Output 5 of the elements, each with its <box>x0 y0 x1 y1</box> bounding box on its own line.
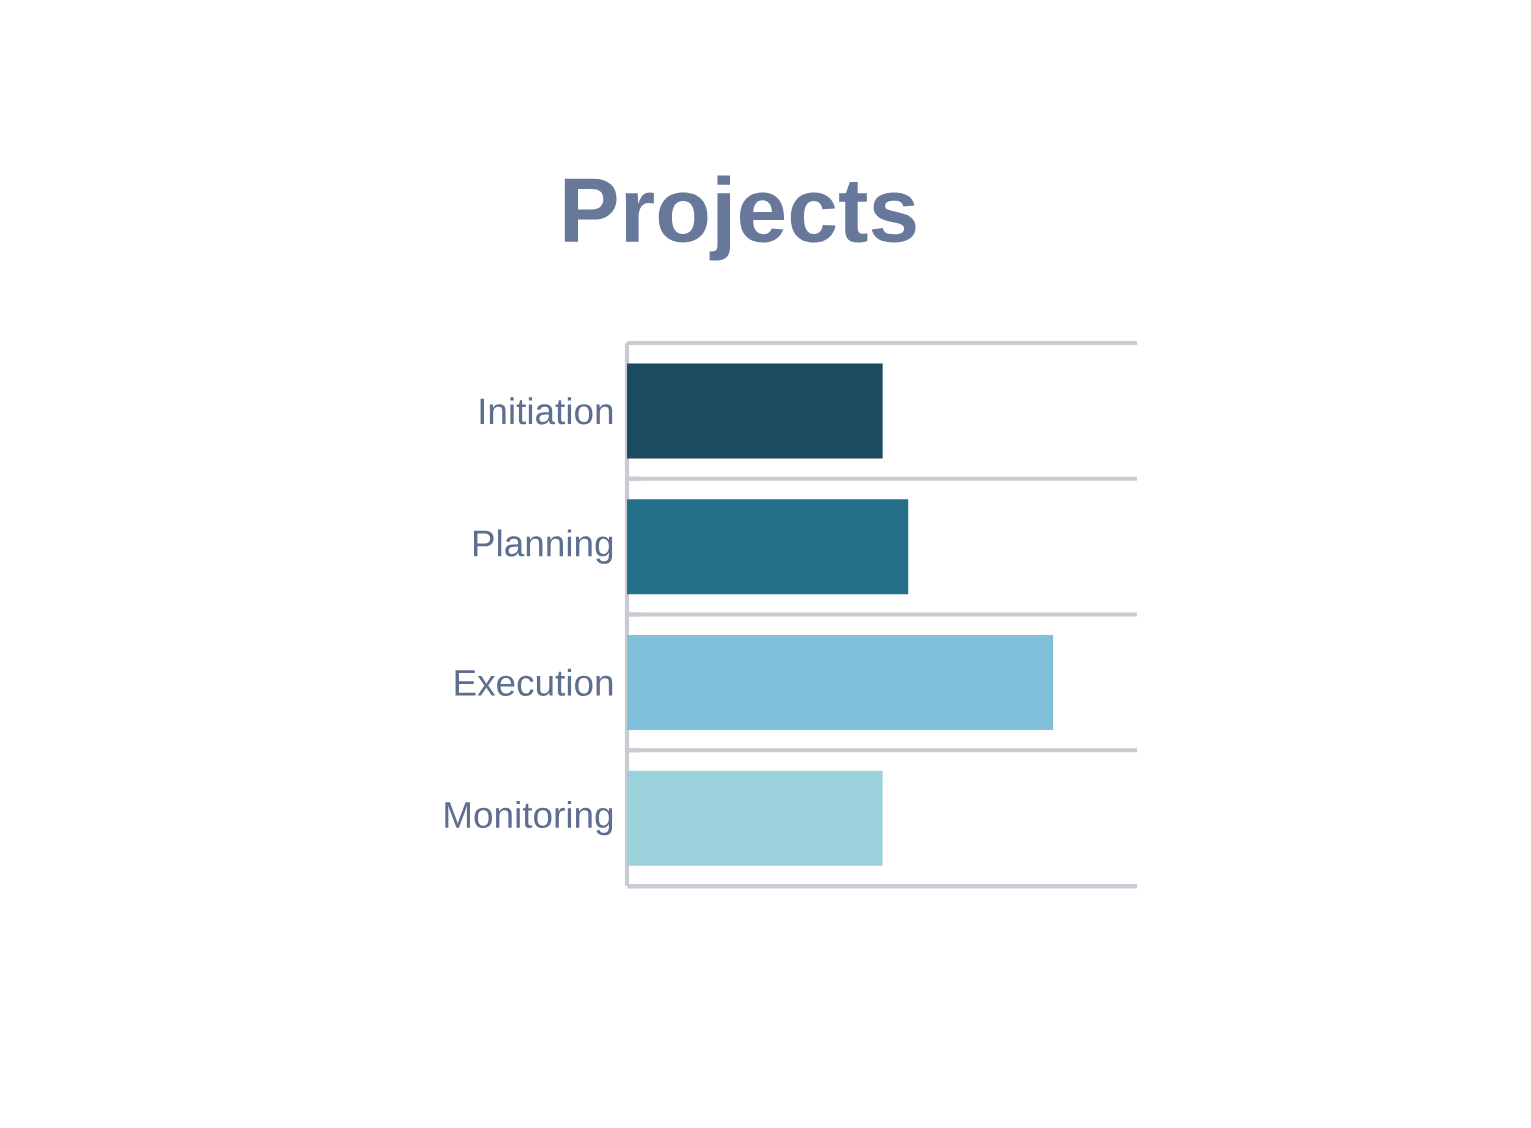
chart-title: Projects <box>564 175 916 261</box>
y-tick-label: Monitoring <box>445 800 613 836</box>
y-tick-label: Planning <box>473 529 613 564</box>
y-tick-label: Execution <box>455 668 613 696</box>
y-tick-label: Initiation <box>480 397 613 425</box>
